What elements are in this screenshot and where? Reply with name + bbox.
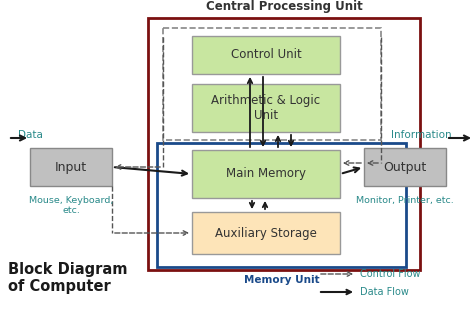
Bar <box>192 212 340 254</box>
Text: Arithmetic & Logic
Unit: Arithmetic & Logic Unit <box>211 94 320 122</box>
Text: Control Unit: Control Unit <box>231 49 301 62</box>
Bar <box>30 148 112 186</box>
Bar <box>157 143 406 267</box>
Text: Monitor, Printer, etc.: Monitor, Printer, etc. <box>356 196 454 205</box>
Bar <box>192 84 340 132</box>
Text: Output: Output <box>383 160 427 173</box>
Text: Central Processing Unit: Central Processing Unit <box>206 0 363 13</box>
Text: Information: Information <box>392 130 452 140</box>
Bar <box>192 150 340 198</box>
Text: Block Diagram
of Computer: Block Diagram of Computer <box>8 262 128 295</box>
Text: Data: Data <box>18 130 43 140</box>
Text: Main Memory: Main Memory <box>226 168 306 180</box>
Text: Memory Unit: Memory Unit <box>244 275 319 285</box>
Text: Data Flow: Data Flow <box>360 287 409 297</box>
Bar <box>364 148 446 186</box>
Text: Control Flow: Control Flow <box>360 269 420 279</box>
Text: Mouse, Keyboard,
etc.: Mouse, Keyboard, etc. <box>29 196 113 215</box>
Text: Auxiliary Storage: Auxiliary Storage <box>215 226 317 239</box>
Bar <box>163 28 381 140</box>
Bar <box>148 18 420 270</box>
Text: Input: Input <box>55 160 87 173</box>
Bar <box>192 36 340 74</box>
